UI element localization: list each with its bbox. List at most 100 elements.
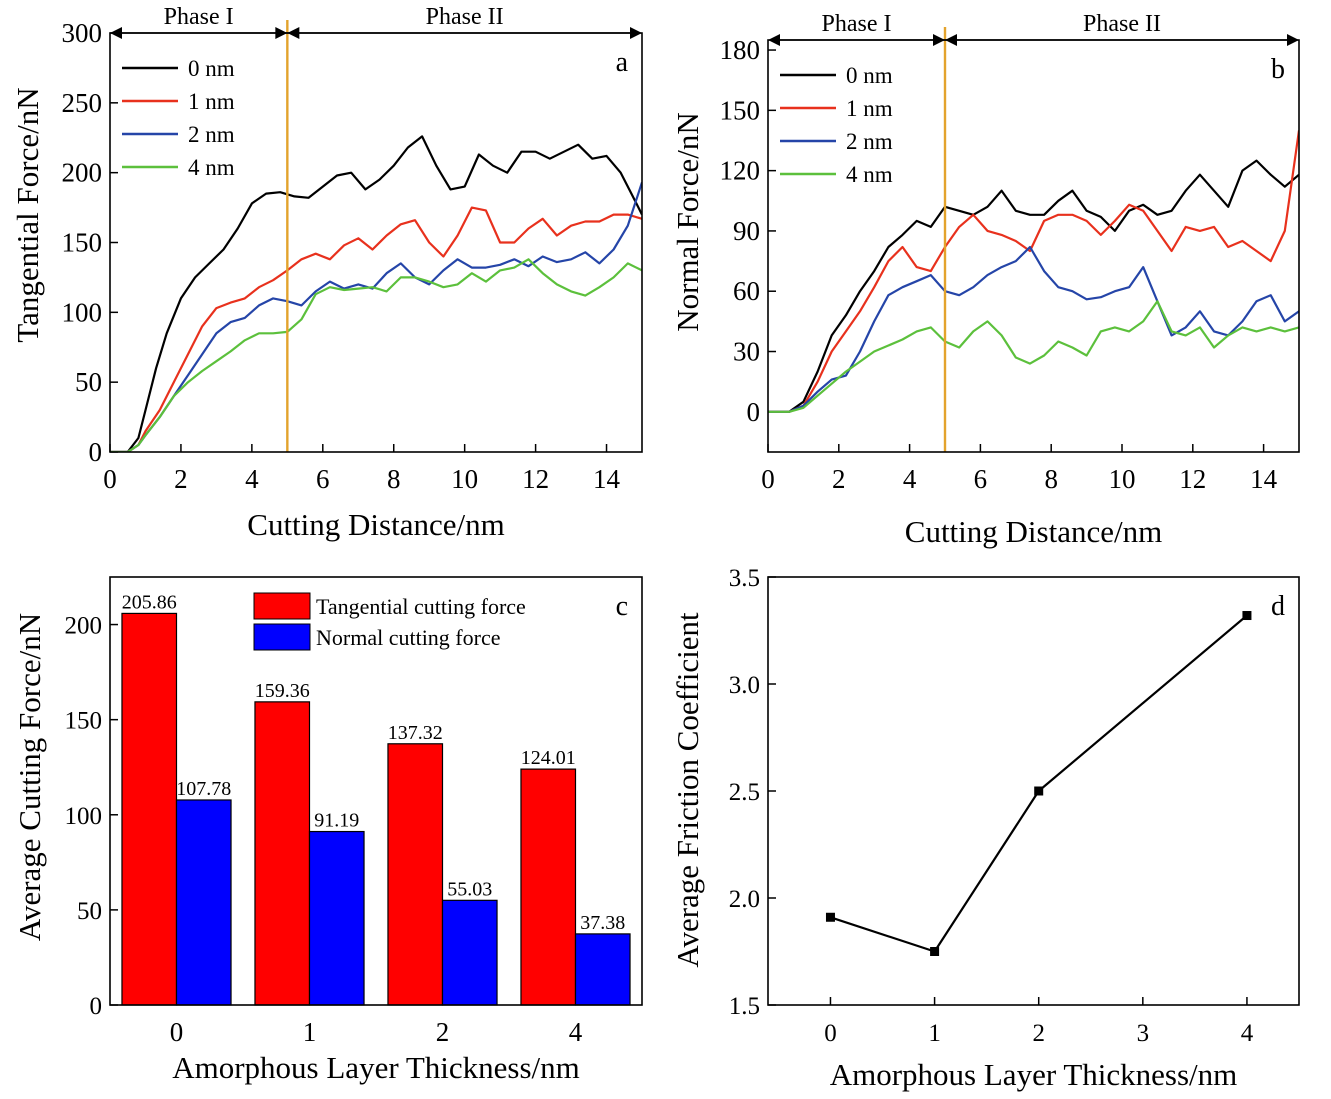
- series-line-2-nm: [768, 245, 1299, 413]
- phase-label-1: Phase I: [164, 4, 234, 30]
- bar-value-label: 124.01: [521, 747, 576, 769]
- y-tick-label: 150: [720, 95, 761, 125]
- x-tick-label: 6: [974, 464, 988, 494]
- y-tick-label: 0: [89, 437, 103, 467]
- bar-value-label: 159.36: [255, 680, 310, 702]
- x-tick-label: 2: [174, 464, 188, 494]
- bar-tangential: [520, 768, 577, 1006]
- x-tick-label: 4: [569, 1017, 583, 1047]
- x-tick-label: 4: [245, 464, 259, 494]
- bar-normal: [308, 830, 365, 1006]
- y-tick-label: 50: [75, 367, 102, 397]
- x-tick-label: 6: [316, 464, 330, 494]
- y-tick-label: 150: [65, 708, 103, 735]
- bar-normal: [574, 933, 631, 1006]
- data-point: [1242, 611, 1252, 621]
- x-axis-label: Amorphous Layer Thickness/nm: [172, 1050, 580, 1085]
- x-axis-label: Cutting Distance/nm: [905, 514, 1162, 549]
- series-line-4-nm: [768, 300, 1299, 413]
- y-tick-label: 0: [747, 397, 761, 427]
- legend-label: 0 nm: [846, 63, 893, 88]
- panel-d-friction-coefficient-chart: 0 1 2 3 4 1.5 2.0 2.5 3.0 3.5 d Amorphous Layer Thi…: [670, 565, 1300, 1092]
- x-tick-label: 4: [903, 464, 917, 494]
- panel-letter: b: [1271, 54, 1285, 85]
- x-tick-label: 0: [761, 464, 775, 494]
- bar-value-label: 137.32: [388, 722, 443, 744]
- y-tick-label: 300: [62, 18, 103, 48]
- x-tick-label: 0: [103, 464, 117, 494]
- x-tick-label: 2: [832, 464, 846, 494]
- bar-normal: [441, 899, 498, 1006]
- x-tick-label: 10: [451, 464, 478, 494]
- panel-b-normal-force-chart: 0 2 4 6 8 10 12 14 0 30 60 90 120 150 180 Phase I Phase …: [670, 11, 1300, 549]
- data-point: [930, 947, 940, 956]
- x-axis-label: Amorphous Layer Thickness/nm: [830, 1057, 1238, 1092]
- legend-swatch: [253, 592, 311, 620]
- y-tick-label: 200: [65, 613, 103, 640]
- y-tick-label: 250: [62, 88, 103, 118]
- axes-frame: [767, 39, 1300, 453]
- legend-swatch: [253, 623, 311, 651]
- y-axis-label: Average Cutting Force/nN: [12, 613, 47, 941]
- series-line-2-nm: [110, 182, 642, 452]
- y-tick-label: 90: [733, 216, 760, 246]
- legend-label: 2 nm: [188, 122, 235, 147]
- x-axis-label: Cutting Distance/nm: [247, 507, 504, 542]
- x-tick-label: 2: [436, 1017, 450, 1047]
- legend-label: 4 nm: [846, 162, 893, 187]
- x-tick-label: 1: [303, 1017, 317, 1047]
- y-axis-label: Tangential Force/nN: [10, 87, 45, 342]
- y-tick-label: 50: [77, 898, 102, 925]
- x-tick-label: 0: [170, 1017, 184, 1047]
- y-tick-label: 1.5: [729, 993, 760, 1020]
- y-tick-label: 3.0: [729, 672, 760, 699]
- axes-frame: [109, 32, 643, 453]
- y-tick-label: 60: [733, 276, 760, 306]
- x-tick-label: 14: [593, 464, 621, 494]
- axes-frame: [767, 576, 1300, 1006]
- series-line-0-nm: [768, 159, 1299, 413]
- legend-label: 2 nm: [846, 129, 893, 154]
- panel-c-average-cutting-force-chart: 0 50 100 150 200 0 205.86 107.78 1 159.36 91.19 2 13…: [12, 576, 643, 1085]
- panel-letter: a: [616, 47, 629, 78]
- phase-label-1: Phase I: [822, 11, 892, 37]
- y-tick-label: 120: [720, 156, 761, 186]
- y-tick-label: 30: [733, 337, 760, 367]
- x-tick-label: 4: [1241, 1020, 1254, 1047]
- series-line-1-nm: [110, 206, 642, 452]
- y-tick-label: 2.0: [729, 886, 760, 913]
- bar-value-label: 205.86: [122, 591, 177, 613]
- y-tick-label: 180: [720, 35, 761, 65]
- bar-value-label: 37.38: [580, 912, 625, 934]
- x-tick-label: 0: [824, 1020, 837, 1047]
- axes-frame: [109, 576, 643, 1006]
- x-tick-label: 1: [928, 1020, 941, 1047]
- bar-tangential: [254, 701, 311, 1006]
- legend-label: Tangential cutting force: [316, 594, 526, 619]
- legend-label: 1 nm: [846, 96, 893, 121]
- legend-label: 1 nm: [188, 89, 235, 114]
- phase-label-2: Phase II: [426, 4, 504, 30]
- series-line-4-nm: [110, 258, 642, 452]
- bar-normal: [175, 799, 232, 1006]
- x-tick-label: 12: [522, 464, 549, 494]
- x-tick-label: 3: [1137, 1020, 1150, 1047]
- panel-letter: c: [616, 591, 628, 622]
- panel-a-tangential-force-chart: 0 2 4 6 8 10 12 14 0 50 100 150 200 250 300 Phase I Phas…: [10, 4, 643, 542]
- y-tick-label: 200: [62, 158, 103, 188]
- series-line-1-nm: [768, 130, 1299, 413]
- series-line-0-nm: [110, 135, 642, 452]
- bar-value-label: 55.03: [447, 878, 492, 900]
- y-tick-label: 100: [65, 803, 103, 830]
- bar-tangential: [121, 612, 178, 1006]
- x-tick-label: 10: [1109, 464, 1136, 494]
- bar-tangential: [387, 743, 444, 1006]
- phase-label-2: Phase II: [1083, 11, 1161, 37]
- series-line-0: [830, 614, 1248, 953]
- legend-label: 0 nm: [188, 56, 235, 81]
- y-tick-label: 150: [62, 228, 103, 258]
- legend-label: Normal cutting force: [316, 625, 501, 650]
- data-point: [1034, 786, 1044, 796]
- legend-label: 4 nm: [188, 155, 235, 180]
